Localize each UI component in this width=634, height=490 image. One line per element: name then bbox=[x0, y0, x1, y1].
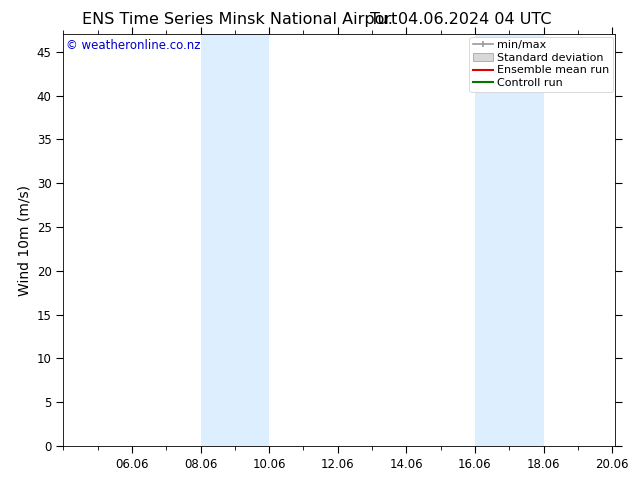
Bar bbox=[200, 34, 269, 446]
Bar bbox=[475, 34, 543, 446]
Text: ENS Time Series Minsk National Airport: ENS Time Series Minsk National Airport bbox=[82, 12, 398, 27]
Y-axis label: Wind 10m (m/s): Wind 10m (m/s) bbox=[17, 185, 31, 295]
Legend: min/max, Standard deviation, Ensemble mean run, Controll run: min/max, Standard deviation, Ensemble me… bbox=[469, 37, 612, 92]
Text: © weatheronline.co.nz: © weatheronline.co.nz bbox=[66, 39, 200, 52]
Text: Tu. 04.06.2024 04 UTC: Tu. 04.06.2024 04 UTC bbox=[370, 12, 552, 27]
